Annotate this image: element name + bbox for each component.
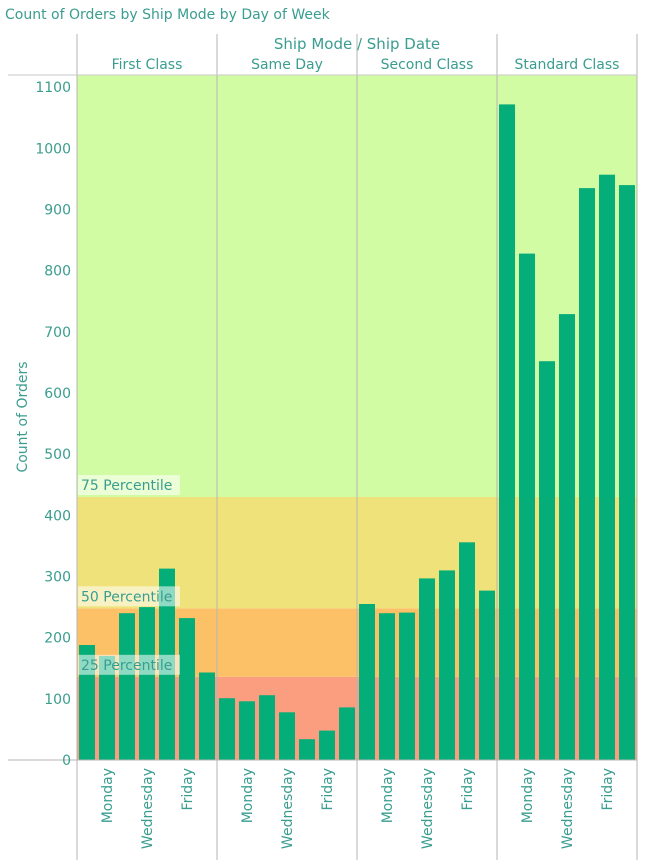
y-axis-label: Count of Orders [15,361,31,472]
x-tick-monday: Monday [240,768,256,823]
ref-label-text: 75 Percentile [81,478,172,494]
bars [79,104,635,761]
bar-same-day-monday [239,701,255,760]
bar-same-day-friday [319,730,335,760]
x-tick-wednesday: Wednesday [560,768,576,849]
bar-second-class-saturday [479,590,495,760]
panel-header-second-class: Second Class [381,57,474,73]
x-axis-ticks: Monday Wednesday Friday Monday Wednesday Frid… [100,768,616,849]
bar-first-class-tuesday [119,613,135,760]
x-tick-friday: Friday [180,768,196,810]
ref-label-50-percentile: 50 Percentile [78,586,180,607]
panel-header-same-day: Same Day [251,57,323,73]
bar-same-day-wednesday [279,712,295,760]
bar-second-class-wednesday [419,578,435,760]
x-tick-wednesday: Wednesday [280,768,296,849]
bar-second-class-friday [459,542,475,760]
y-tick-1100: 1100 [35,80,71,96]
bar-standard-class-friday [599,174,615,760]
x-tick-wednesday: Wednesday [140,768,156,849]
x-tick-friday: Friday [320,768,336,810]
ref-label-25-percentile: 25 Percentile [78,654,180,675]
reference-labels: 25 Percentile 50 Percentile 75 Percentile [78,475,180,675]
panel-header-first-class: First Class [112,57,183,73]
bar-standard-class-tuesday [539,361,555,760]
x-tick-friday: Friday [600,768,616,810]
x-tick-monday: Monday [520,768,536,823]
bar-same-day-tuesday [259,695,275,760]
x-tick-wednesday: Wednesday [420,768,436,849]
bar-standard-class-sunday [499,104,515,760]
y-tick-200: 200 [44,631,71,647]
ref-label-box [78,586,180,607]
chart-title: Count of Orders by Ship Mode by Day of W… [5,7,331,23]
y-tick-100: 100 [44,692,71,708]
bar-first-class-saturday [199,672,215,760]
panel-header-standard-class: Standard Class [515,57,620,73]
ref-label-text: 25 Percentile [81,658,172,674]
x-tick-monday: Monday [100,768,116,823]
y-axis-ticks: 0 100 200 300 400 500 600 700 800 900 1000 1100 [35,80,71,769]
bar-standard-class-thursday [579,188,595,761]
y-tick-300: 300 [44,570,71,586]
x-tick-monday: Monday [380,768,396,823]
ref-label-box [78,654,180,675]
bar-second-class-thursday [439,570,455,760]
bar-second-class-tuesday [399,612,415,760]
bar-same-day-sunday [219,698,235,760]
y-tick-700: 700 [44,325,71,341]
y-tick-1000: 1000 [35,141,71,157]
bar-standard-class-monday [519,253,535,760]
bar-standard-class-wednesday [559,314,575,760]
bar-same-day-saturday [339,707,355,760]
y-tick-400: 400 [44,508,71,524]
y-tick-800: 800 [44,264,71,280]
y-tick-600: 600 [44,386,71,402]
bar-second-class-monday [379,613,395,760]
panel-frame [8,34,638,860]
x-tick-friday: Friday [460,768,476,810]
bar-same-day-thursday [299,739,315,760]
y-tick-900: 900 [44,203,71,219]
bar-standard-class-saturday [619,185,635,761]
bar-first-class-friday [179,618,195,760]
ref-label-75-percentile: 75 Percentile [78,475,180,496]
y-tick-0: 0 [62,753,71,769]
bar-second-class-sunday [359,604,375,760]
ref-label-box [78,475,180,496]
bar-first-class-monday [99,656,115,760]
ref-label-text: 50 Percentile [81,589,172,605]
y-tick-500: 500 [44,447,71,463]
bar-first-class-wednesday [139,607,155,760]
panel-headers: First Class Same Day Second Class Standard … [112,57,620,73]
